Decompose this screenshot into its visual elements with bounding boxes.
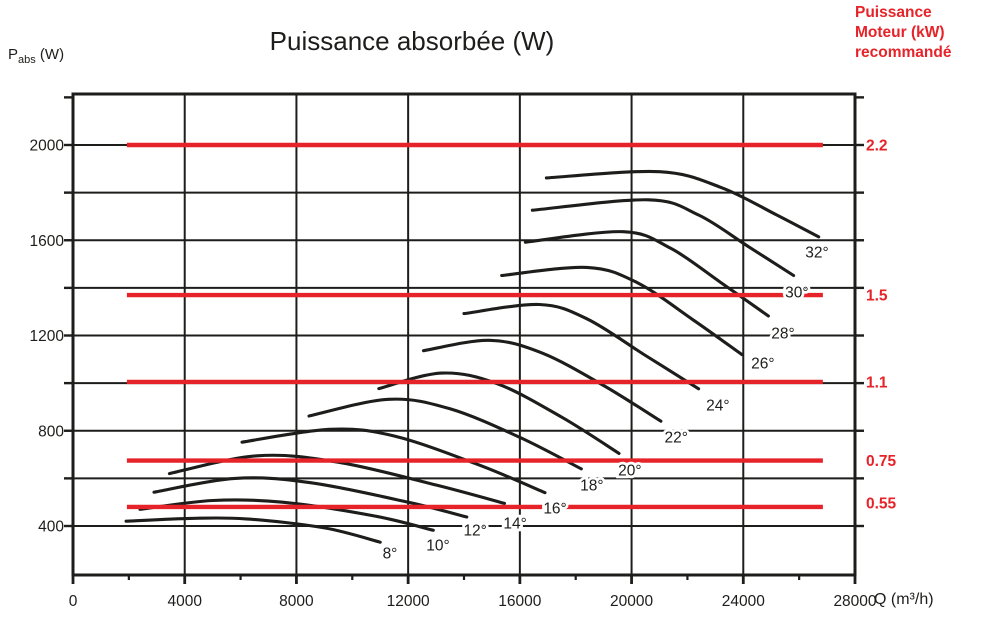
curve-label-30deg: 30° <box>785 284 808 301</box>
motor-power-header-line3: recommandé <box>855 44 952 61</box>
y-axis-symbol: P <box>8 46 19 63</box>
curve-label-24deg: 24° <box>706 398 729 415</box>
curve-28deg <box>523 230 770 318</box>
y-tick-label: 2000 <box>30 138 65 155</box>
x-tick-label: 4000 <box>167 593 202 610</box>
motor-power-header: Puissance Moteur (kW) recommandé <box>855 3 991 63</box>
curve-26deg <box>500 265 744 357</box>
curve-label-26deg: 26° <box>751 356 774 373</box>
y-axis-unit: (W) <box>35 46 65 63</box>
x-tick-label: 20000 <box>610 593 653 610</box>
y-axis-subscript: abs <box>18 54 36 66</box>
curve-label-20deg: 20° <box>618 463 641 480</box>
axes <box>64 92 864 584</box>
y-tick-label: 1200 <box>30 328 65 345</box>
x-tick-label: 16000 <box>498 593 541 610</box>
curve-label-16deg: 16° <box>543 500 566 517</box>
curve-24deg <box>462 302 701 391</box>
motor-power-lines <box>126 142 823 510</box>
curve-label-18deg: 18° <box>580 478 603 495</box>
curve-22deg <box>421 338 663 423</box>
motor-power-value-1.5: 1.5 <box>866 288 888 305</box>
curve-10deg <box>138 498 435 532</box>
curve-labels: 8° 10° 12° 14° 16° 18° 20° 22° 24° 26° 28° 30° 32° <box>380 242 832 565</box>
curve-label-32deg: 32° <box>805 244 828 261</box>
curve-18deg <box>307 397 583 471</box>
fan-curves <box>124 169 821 544</box>
curve-12deg <box>152 476 469 519</box>
curve-label-8deg: 8° <box>383 545 398 562</box>
curve-label-22deg: 22° <box>665 429 688 446</box>
x-axis-label: Q (m³/h) <box>874 591 934 608</box>
curve-label-14deg: 14° <box>503 515 526 532</box>
motor-power-header-line2: Moteur (kW) <box>855 24 945 41</box>
x-tick-label: 0 <box>69 593 78 610</box>
motor-power-value-labels: 2.2 1.5 1.1 0.75 0.55 <box>866 138 897 513</box>
curve-label-10deg: 10° <box>426 538 449 555</box>
motor-power-value-1.1: 1.1 <box>866 374 888 391</box>
motor-power-header-line1: Puissance <box>855 4 932 21</box>
motor-power-value-0.55: 0.55 <box>866 495 897 512</box>
y-tick-label: 1600 <box>30 233 65 250</box>
y-axis-label: Pabs (W) <box>8 46 64 66</box>
curve-32deg <box>544 169 821 239</box>
x-tick-label: 12000 <box>387 593 430 610</box>
y-tick-label: 400 <box>38 519 64 536</box>
y-tick-label: 800 <box>38 423 64 440</box>
tick-labels: 0 4000 8000 12000 16000 20000 24000 28000 400 800… <box>30 138 877 611</box>
chart-title: Puissance absorbée (W) <box>269 26 555 56</box>
curve-label-28deg: 28° <box>771 326 794 343</box>
curve-16deg <box>240 427 547 495</box>
motor-power-value-2.2: 2.2 <box>866 138 888 155</box>
curve-8deg <box>124 516 382 544</box>
x-tick-label: 24000 <box>722 593 765 610</box>
curve-30deg <box>530 198 796 278</box>
motor-power-value-0.75: 0.75 <box>866 453 897 470</box>
x-tick-label: 28000 <box>833 593 876 610</box>
x-tick-label: 8000 <box>279 593 314 610</box>
curve-label-12deg: 12° <box>463 523 486 540</box>
